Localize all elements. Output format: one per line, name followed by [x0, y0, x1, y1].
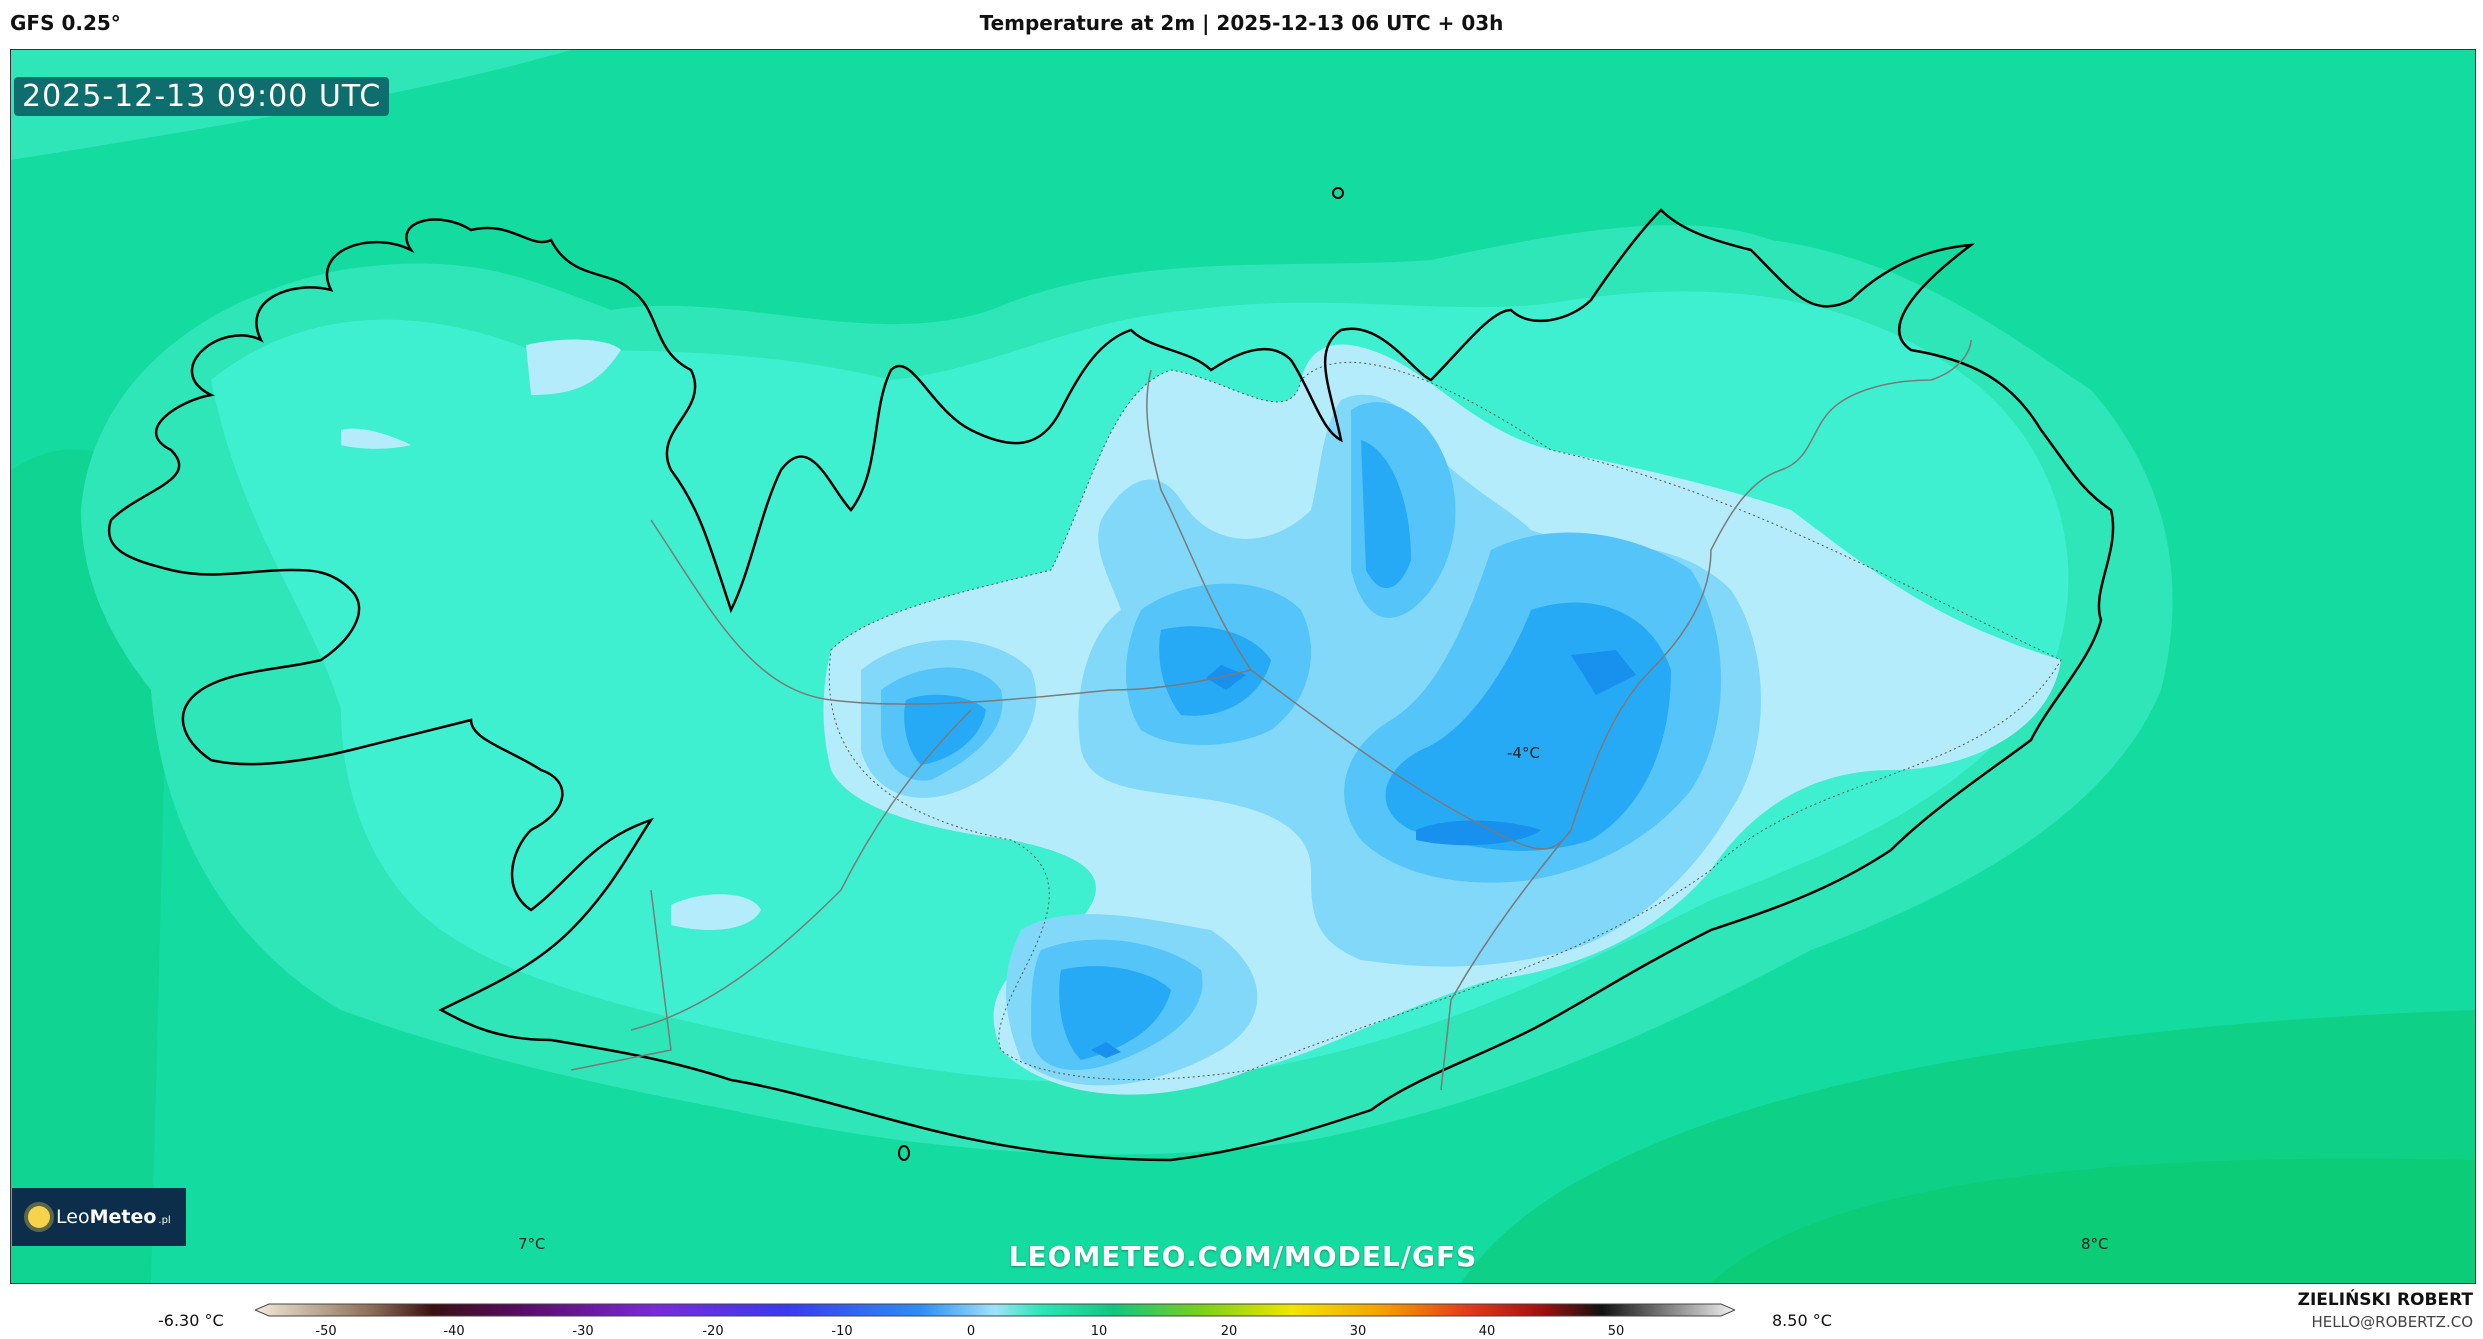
logo-text-b: Meteo — [89, 1206, 157, 1228]
island-grimsey — [1332, 187, 1344, 199]
colorbar-tick: -30 — [572, 1324, 594, 1339]
zone-minus-5-d — [1091, 1042, 1121, 1058]
leometeo-logo[interactable]: Leo Meteo .pl — [12, 1188, 186, 1246]
zone-minus-1-nw2 — [341, 428, 411, 449]
colorbar-tick: 10 — [1090, 1324, 1108, 1339]
chart-title: Temperature at 2m | 2025-12-13 06 UTC + … — [979, 11, 1504, 35]
site-watermark: LEOMETEO.COM/MODEL/GFS — [1008, 1240, 1478, 1273]
colorbar-tick: 40 — [1478, 1324, 1496, 1339]
colorbar-tick: -40 — [443, 1324, 465, 1339]
zone-minus-5-a — [1206, 665, 1246, 690]
temperature-map — [11, 50, 2475, 1283]
colorbar-min-label: -6.30 °C — [158, 1311, 224, 1330]
zone-minus-1-nw — [526, 339, 621, 395]
region-borders — [570, 339, 1972, 1091]
sea-band-se-2 — [1711, 1158, 2475, 1283]
island-vestmannaeyjar — [898, 1145, 910, 1161]
colorbar-tick: 50 — [1607, 1324, 1625, 1339]
colorbar-tick: 20 — [1220, 1324, 1238, 1339]
zone-minus-4-e — [1059, 966, 1171, 1060]
valid-time-badge: 2025-12-13 09:00 UTC — [14, 77, 390, 116]
map-panel[interactable]: 2025-12-13 09:00 UTC -4°C 7°C 8°C Leo Met… — [10, 49, 2476, 1284]
zone-minus-4-c — [1361, 440, 1411, 589]
colorbar-tick: 30 — [1349, 1324, 1367, 1339]
zone-minus-5-b — [1571, 650, 1636, 695]
point-temperature-label: 7°C — [518, 1235, 546, 1253]
contour-zero — [828, 361, 2062, 1081]
zone-minus-4-a — [904, 694, 986, 765]
point-temperature-label: -4°C — [1507, 744, 1540, 762]
logo-tld: .pl — [158, 1214, 171, 1226]
point-temperature-label: 8°C — [2081, 1235, 2109, 1253]
author-name: ZIELIŃSKI ROBERT — [2297, 1290, 2473, 1310]
colorbar-tick: -20 — [702, 1324, 724, 1339]
colorbar-tick: 0 — [966, 1324, 976, 1339]
zone-minus-1-small — [671, 894, 761, 930]
sun-icon — [28, 1206, 50, 1228]
coastline-iceland — [107, 208, 2115, 1162]
colorbar — [255, 1303, 1735, 1317]
author-email[interactable]: HELLO@ROBERTZ.CO — [2311, 1313, 2473, 1331]
colorbar-tick: -10 — [831, 1324, 853, 1339]
logo-text-a: Leo — [56, 1206, 90, 1228]
colorbar-tick: -50 — [315, 1324, 337, 1339]
colorbar-max-label: 8.50 °C — [1772, 1311, 1832, 1330]
model-name: GFS 0.25° — [10, 11, 121, 35]
